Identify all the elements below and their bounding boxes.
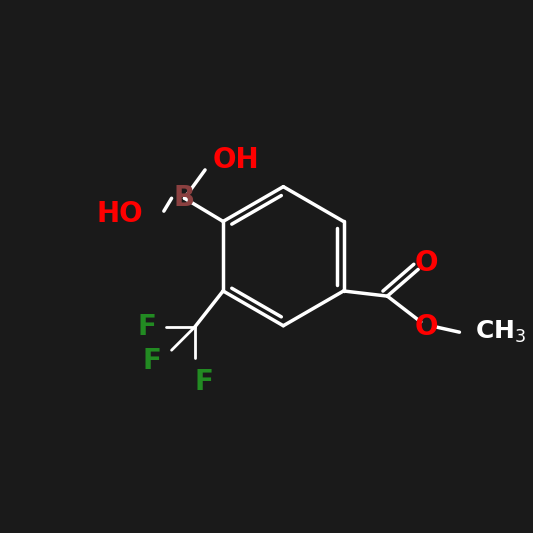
- Text: O: O: [414, 248, 438, 277]
- Text: HO: HO: [96, 200, 143, 228]
- Text: F: F: [195, 368, 214, 396]
- Text: B: B: [174, 184, 195, 212]
- Text: F: F: [142, 346, 161, 375]
- Text: OH: OH: [213, 146, 260, 174]
- Text: F: F: [138, 313, 156, 341]
- Text: CH$_3$: CH$_3$: [475, 319, 526, 345]
- Text: O: O: [414, 313, 438, 341]
